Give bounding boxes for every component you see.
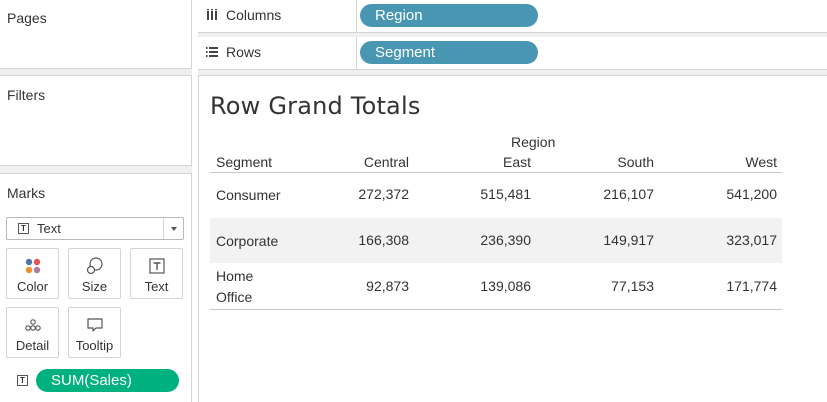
mark-type-label: Text — [37, 221, 61, 236]
table-cell: 77,153 — [611, 278, 654, 294]
table-cell: 149,917 — [603, 232, 654, 248]
table-cell: 216,107 — [603, 186, 654, 202]
table-cell: 323,017 — [726, 232, 777, 248]
row-label: Corporate — [216, 233, 279, 249]
tooltip-bubble-icon — [86, 318, 103, 332]
column-group-header: Region — [511, 134, 556, 150]
table-bottom-divider — [210, 309, 782, 310]
marks-panel: Marks T Text Color Size Text — [0, 173, 192, 402]
text-t-icon — [148, 258, 165, 274]
column-header-east: East — [502, 154, 531, 170]
panel-divider — [0, 69, 192, 75]
text-mark-icon: T — [18, 223, 29, 234]
table-cell: 92,873 — [366, 278, 409, 294]
size-circles-icon — [86, 257, 103, 275]
table-cell: 272,372 — [358, 186, 409, 202]
columns-shelf[interactable]: Columns Region — [198, 0, 827, 33]
detail-dots-icon — [24, 319, 41, 331]
shelf-divider — [198, 70, 827, 75]
shelf-divider — [198, 33, 827, 37]
pages-panel[interactable]: Pages — [0, 0, 192, 69]
chevron-down-icon[interactable] — [163, 218, 183, 239]
filters-panel[interactable]: Filters — [0, 75, 192, 166]
region-pill[interactable]: Region — [360, 4, 538, 27]
filters-title: Filters — [7, 87, 46, 103]
worksheet-view[interactable]: Row Grand Totals Region Segment Central … — [198, 75, 827, 402]
row-band — [210, 218, 782, 263]
columns-icon — [207, 9, 217, 20]
pages-title: Pages — [7, 10, 47, 26]
marks-title: Marks — [7, 185, 46, 201]
text-button[interactable]: Text — [130, 248, 183, 299]
column-header-south: South — [617, 154, 654, 170]
size-button[interactable]: Size — [68, 248, 121, 299]
table-cell: 236,390 — [480, 232, 531, 248]
columns-shelf-header: Columns — [198, 0, 357, 32]
row-label: Home Office — [216, 268, 254, 305]
sum-sales-pill[interactable]: SUM(Sales) — [36, 369, 179, 392]
row-label: Consumer — [216, 187, 281, 203]
size-button-label: Size — [81, 279, 108, 294]
color-button-label: Color — [16, 279, 49, 294]
table-cell: 515,481 — [480, 186, 531, 202]
panel-divider — [0, 166, 192, 173]
table-cell: 139,086 — [480, 278, 531, 294]
text-encoding-icon: T — [17, 375, 28, 386]
worksheet-title: Row Grand Totals — [210, 92, 421, 120]
detail-button[interactable]: Detail — [6, 307, 59, 358]
tooltip-button-label: Tooltip — [75, 338, 114, 353]
segment-pill[interactable]: Segment — [360, 41, 538, 64]
mark-type-dropdown[interactable]: T Text — [6, 217, 184, 240]
detail-button-label: Detail — [15, 338, 50, 353]
rows-label: Rows — [226, 44, 262, 60]
rows-shelf-header: Rows — [198, 37, 357, 69]
table-cell: 171,774 — [726, 278, 777, 294]
rows-icon — [206, 47, 218, 57]
table-cell: 541,200 — [726, 186, 777, 202]
header-divider — [210, 172, 782, 173]
color-dots-icon — [25, 258, 40, 274]
tooltip-button[interactable]: Tooltip — [68, 307, 121, 358]
color-button[interactable]: Color — [6, 248, 59, 299]
column-header-central: Central — [363, 154, 409, 170]
table-cell: 166,308 — [358, 232, 409, 248]
column-header-west: West — [745, 154, 777, 170]
rows-shelf[interactable]: Rows Segment — [198, 37, 827, 70]
row-header-segment: Segment — [216, 154, 273, 170]
columns-label: Columns — [226, 7, 282, 23]
text-button-label: Text — [144, 279, 169, 294]
